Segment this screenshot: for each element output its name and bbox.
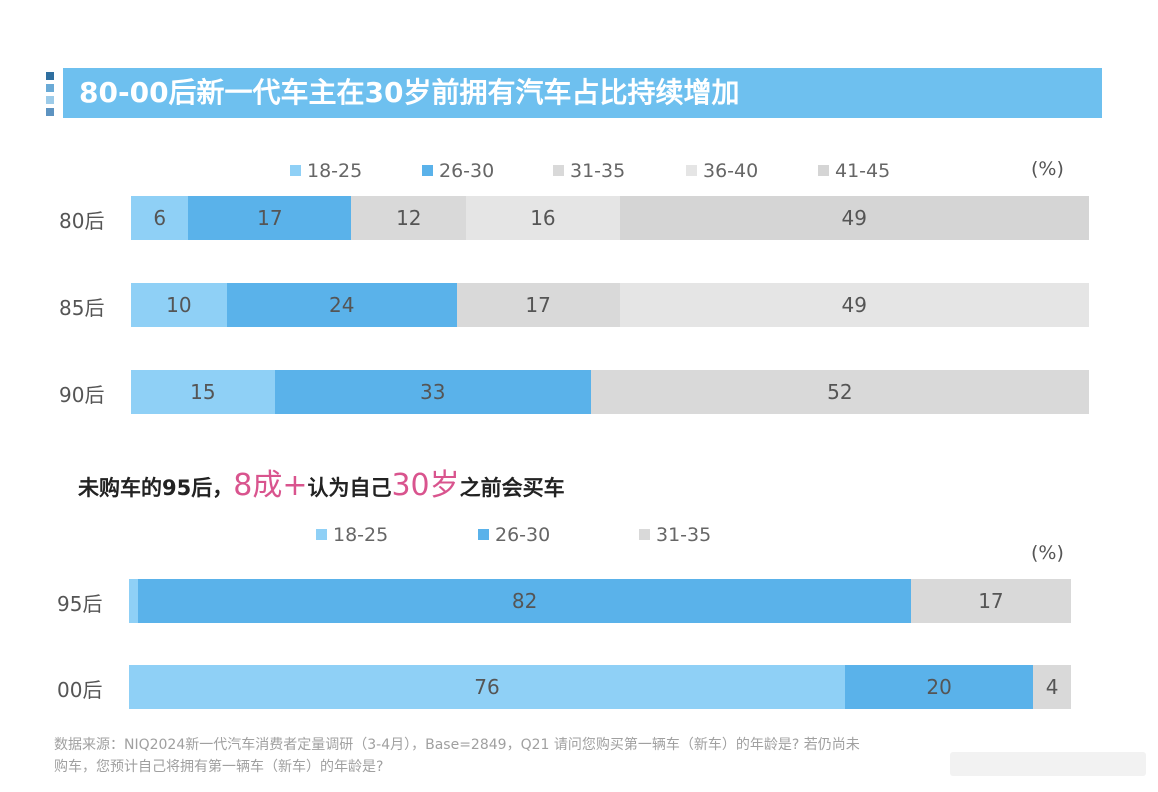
bar-segment-31-35: 17 [910, 579, 1071, 623]
bar-segment-18-25: 15 [131, 370, 275, 414]
data-label: 4 [1045, 675, 1059, 699]
section-subtitle: 未购车的95后，8成+认为自己30岁之前会买车 [78, 460, 565, 504]
bar-segment-18-25: 6 [131, 196, 189, 240]
subtitle-text-3: 之前会买车 [459, 476, 565, 500]
data-label: 16 [530, 206, 556, 230]
data-label: 76 [474, 675, 500, 699]
bar-segment-26-30: 33 [274, 370, 591, 414]
data-label: 17 [257, 206, 283, 230]
bar-segment-26-30: 82 [138, 579, 911, 623]
bar-row-00后: 76 20 4 [129, 665, 1071, 709]
legend-label: 36-40 [703, 160, 759, 182]
subtitle-text-1: 未购车的95后， [78, 476, 234, 500]
row-label-90后: 90后 [59, 383, 105, 407]
bar-segment-36-40: 49 [619, 283, 1089, 327]
legend-item-31-35: 31-35 [639, 524, 711, 546]
bar-segment-31-35: 4 [1033, 665, 1071, 709]
bar-segment-18-25: 76 [129, 665, 845, 709]
row-label-95后: 95后 [57, 592, 103, 616]
bar-row-90后: 15 33 52 [131, 370, 1089, 414]
data-label: 49 [841, 293, 867, 317]
data-label: 33 [420, 380, 446, 404]
bar-segment-26-30: 24 [226, 283, 457, 327]
data-label: 82 [511, 589, 538, 613]
bar-segment-26-30: 20 [844, 665, 1034, 709]
bar-segment-18-25: 10 [131, 283, 227, 327]
bar-segment-26-30: 17 [188, 196, 352, 240]
data-label: 12 [396, 206, 422, 230]
bar-segment-41-45: 49 [619, 196, 1089, 240]
data-label: 20 [926, 675, 952, 699]
legend-item-31-35: 31-35 [553, 160, 625, 182]
legend-item-18-25: 18-25 [290, 160, 362, 182]
legend-label: 41-45 [835, 160, 891, 182]
data-label: 49 [841, 206, 867, 230]
watermark [950, 752, 1146, 776]
bar-segment-36-40: 16 [466, 196, 620, 240]
data-label: 52 [827, 380, 853, 404]
legend-item-18-25: 18-25 [316, 524, 388, 546]
legend-swatch [553, 165, 564, 176]
legend-label: 18-25 [333, 524, 389, 546]
legend-label: 31-35 [570, 160, 626, 182]
footnote-line-2: 购车，您预计自己将拥有第一辆车（新车）的年龄是? [54, 759, 384, 775]
data-label: 17 [978, 589, 1004, 613]
legend-label: 26-30 [439, 160, 495, 182]
legend-swatch [316, 529, 327, 540]
row-label-80后: 80后 [59, 209, 105, 233]
legend-swatch [639, 529, 650, 540]
legend-swatch [478, 529, 489, 540]
bar-segment-31-35: 17 [456, 283, 620, 327]
subtitle-text-2: 认为自己 [307, 476, 392, 500]
subtitle-highlight-2: 30岁 [391, 468, 460, 503]
unit-label-chart-1: (%) [1031, 158, 1064, 180]
legend-swatch [686, 165, 697, 176]
subtitle-highlight-1: 8成+ [233, 468, 308, 503]
data-label: 17 [525, 293, 551, 317]
unit-label-chart-2: (%) [1031, 542, 1064, 564]
bar-row-80后: 6 17 12 16 49 [131, 196, 1089, 240]
legend-swatch [422, 165, 433, 176]
title-decoration [46, 72, 54, 120]
footnote-line-1: 数据来源：NIQ2024新一代汽车消费者定量调研（3-4月），Base=2849… [54, 737, 860, 753]
data-label: 10 [166, 293, 192, 317]
page-title: 80-00后新一代车主在30岁前拥有汽车占比持续增加 [63, 68, 1102, 118]
legend-swatch [290, 165, 301, 176]
legend-item-26-30: 26-30 [478, 524, 550, 546]
legend-label: 31-35 [656, 524, 712, 546]
legend-item-36-40: 36-40 [686, 160, 758, 182]
legend-item-41-45: 41-45 [818, 160, 890, 182]
legend-label: 18-25 [307, 160, 363, 182]
bar-segment-31-35: 52 [590, 370, 1089, 414]
bar-row-85后: 10 24 17 49 [131, 283, 1089, 327]
row-label-85后: 85后 [59, 296, 105, 320]
row-label-00后: 00后 [57, 678, 103, 702]
legend-item-26-30: 26-30 [422, 160, 494, 182]
source-footnote: 数据来源：NIQ2024新一代汽车消费者定量调研（3-4月），Base=2849… [54, 734, 1064, 778]
data-label: 6 [153, 206, 167, 230]
data-label: 24 [329, 293, 355, 317]
legend-swatch [818, 165, 829, 176]
bar-segment-18-25 [129, 579, 139, 623]
bar-segment-31-35: 12 [351, 196, 467, 240]
bar-row-95后: 82 17 [129, 579, 1071, 623]
legend-label: 26-30 [495, 524, 551, 546]
data-label: 15 [190, 380, 216, 404]
